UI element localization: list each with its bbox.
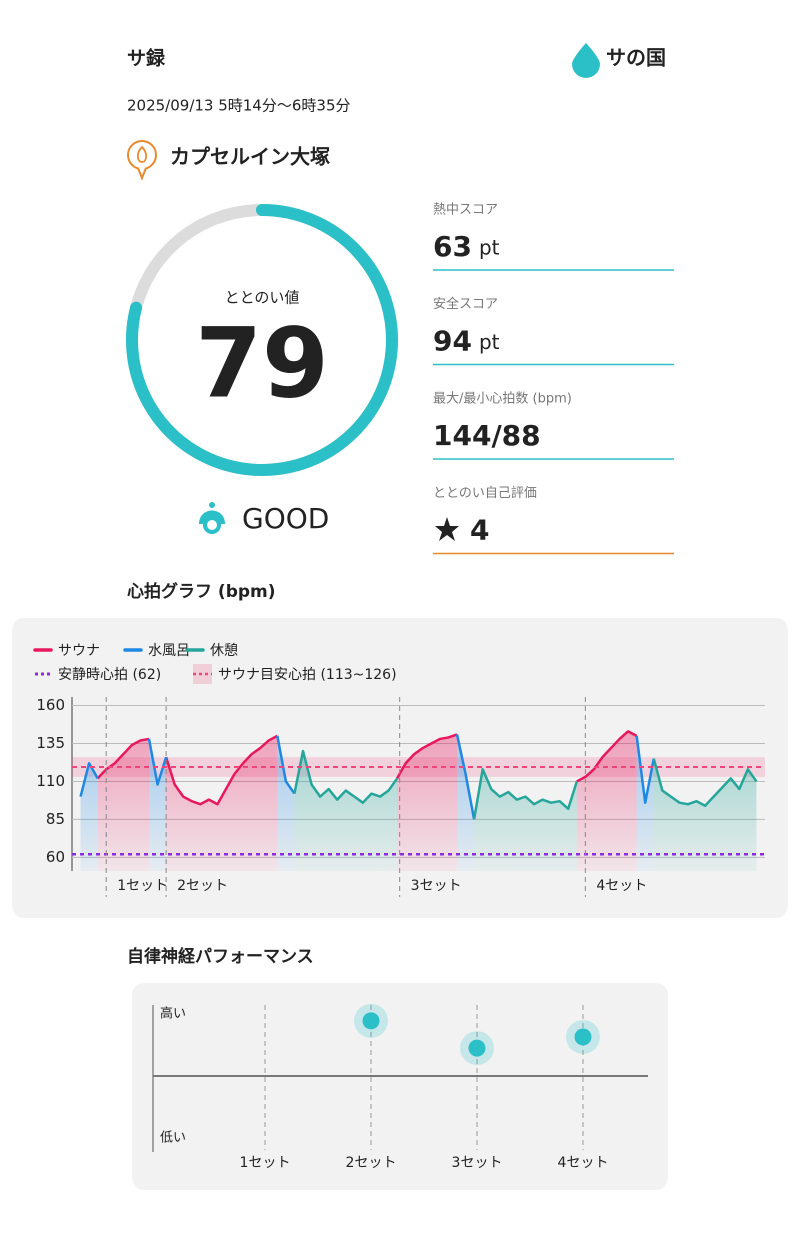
legend-label: 休憩	[210, 642, 238, 659]
y-tick-label: 60	[46, 848, 65, 866]
stat-unit: pt	[479, 330, 500, 354]
x-tick-label: 2セット	[346, 1155, 397, 1171]
y-tick-label: 高い	[160, 1006, 186, 1022]
flame	[136, 145, 148, 163]
datetime: 2025/09/13 5時14分〜6時35分	[127, 97, 351, 115]
dot	[574, 1028, 592, 1046]
app-title: サ録	[127, 47, 166, 70]
score-label: ととのい値	[225, 289, 300, 307]
line	[79, 734, 656, 820]
rating-text: GOOD	[242, 502, 329, 535]
x-tick-label: 3セット	[452, 1155, 503, 1171]
y-tick-label: 160	[36, 696, 65, 714]
logo: サの国	[572, 43, 666, 78]
stat-label: 安全スコア	[433, 296, 498, 312]
legend-label: 水風呂	[148, 643, 190, 659]
set-label: 3セット	[411, 878, 462, 894]
score-gauge: ととのい値 79	[126, 204, 398, 476]
gauge-arc	[126, 204, 398, 476]
x-tick-label: 4セット	[558, 1155, 609, 1171]
legend-label: 安静時心拍 (62)	[58, 667, 161, 683]
rating-icon-top	[209, 502, 215, 508]
stat-value: 4	[470, 514, 489, 547]
pin-circle	[127, 140, 157, 170]
score-value: 79	[195, 307, 329, 419]
legend-swatch-bg	[193, 664, 212, 684]
x-tick-label: 1セット	[240, 1155, 291, 1171]
star-icon	[435, 517, 459, 541]
pin-tip	[137, 167, 147, 181]
ans-chart-card	[132, 983, 668, 1190]
set-label: 1セット	[117, 878, 168, 894]
stat-value: 144/88	[433, 419, 541, 452]
legend-label: サウナ目安心拍 (113~126)	[218, 667, 397, 683]
logo-text: サの国	[606, 46, 666, 70]
ans-chart-title: 自律神経パフォーマンス	[127, 946, 314, 967]
rating-icon-inner	[207, 520, 217, 530]
y-tick-label: 110	[36, 772, 65, 790]
heart-chart-title: 心拍グラフ (bpm)	[127, 581, 276, 602]
y-tick-label: 85	[46, 810, 65, 828]
facility-name: カプセルイン大塚	[170, 145, 330, 169]
area	[97, 731, 637, 871]
dot	[468, 1039, 486, 1057]
line	[293, 749, 758, 820]
legend-label: サウナ	[58, 643, 100, 659]
stat-value: 94	[433, 325, 472, 358]
location-icon	[127, 140, 157, 181]
logo-drop	[572, 43, 600, 78]
line	[96, 730, 638, 806]
stat-unit: pt	[479, 236, 500, 260]
y-tick-label: 135	[36, 734, 65, 752]
stat-label: 熱中スコア	[433, 203, 498, 218]
area	[294, 751, 757, 871]
rating: GOOD	[199, 502, 329, 535]
set-label: 2セット	[177, 878, 228, 894]
set-label: 4セット	[596, 878, 647, 894]
stat-label: ととのい自己評価	[433, 486, 537, 501]
stat-label: 最大/最小心拍数 (bpm)	[433, 392, 572, 407]
y-tick-label: 低い	[160, 1131, 186, 1146]
stat-value: 63	[433, 230, 472, 263]
dot	[362, 1012, 380, 1030]
stats: 熱中スコア 63 pt 安全スコア 94 pt 最大/最小心拍数 (bpm) 144/88 とと…	[433, 203, 674, 555]
